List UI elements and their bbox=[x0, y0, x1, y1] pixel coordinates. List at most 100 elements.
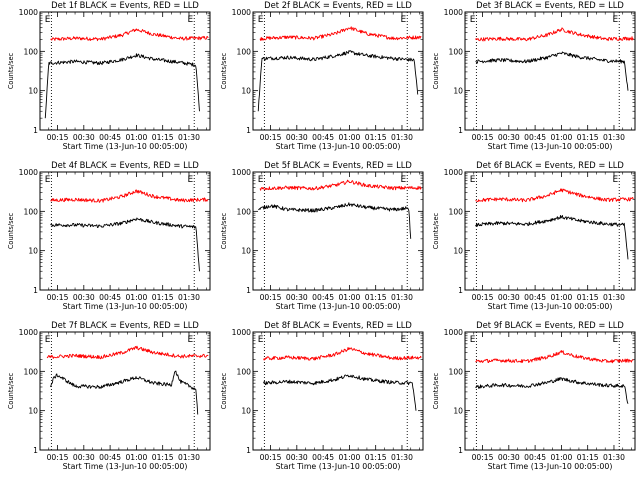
x-tick-label: 01:30 bbox=[178, 293, 200, 302]
panel-title: Det 8f BLACK = Events, RED = LLD bbox=[264, 320, 412, 330]
x-tick-label: 00:45 bbox=[524, 453, 546, 462]
y-tick-label: 1000 bbox=[444, 328, 463, 337]
y-tick-label: 1 bbox=[33, 446, 38, 455]
y-tick-label: 1 bbox=[246, 446, 251, 455]
y-axis-label: Counts/sec bbox=[7, 372, 15, 409]
event-marker-label: E bbox=[45, 335, 51, 345]
y-tick-label: 1000 bbox=[444, 8, 463, 17]
x-tick-label: 01:15 bbox=[365, 293, 387, 302]
x-tick-label: 00:30 bbox=[286, 133, 308, 142]
x-tick-label: 01:30 bbox=[391, 293, 413, 302]
y-tick-label: 1000 bbox=[19, 168, 38, 177]
events-series-line bbox=[257, 50, 419, 112]
y-tick-label: 100 bbox=[449, 207, 464, 216]
panel-title: Det 1f BLACK = Events, RED = LLD bbox=[51, 0, 199, 10]
plot-frame bbox=[39, 171, 211, 291]
plot-frame bbox=[464, 11, 636, 131]
event-marker-label: E bbox=[613, 175, 619, 185]
x-tick-label: 01:15 bbox=[152, 293, 174, 302]
y-axis-label: Counts/sec bbox=[432, 52, 440, 89]
lld-series-line bbox=[263, 346, 422, 361]
x-tick-label: 01:30 bbox=[603, 453, 625, 462]
x-axis-label: Start Time (13-Jun-10 00:05:00) bbox=[276, 142, 401, 151]
x-tick-label: 00:45 bbox=[312, 293, 334, 302]
x-tick-label: 00:45 bbox=[312, 453, 334, 462]
lld-series-line bbox=[50, 189, 209, 203]
x-tick-label: 00:30 bbox=[73, 453, 95, 462]
x-tick-label: 01:30 bbox=[391, 453, 413, 462]
lld-series-line bbox=[259, 179, 422, 191]
x-tick-label: 00:30 bbox=[498, 453, 520, 462]
x-tick-label: 01:00 bbox=[125, 133, 147, 142]
lld-series-line bbox=[475, 188, 634, 203]
y-axis-label: Counts/sec bbox=[7, 212, 15, 249]
y-tick-label: 1 bbox=[458, 126, 463, 135]
panel-1: Det 1f BLACK = Events, RED = LLD 1 10 100 10… bbox=[7, 0, 211, 151]
y-tick-label: 1000 bbox=[444, 168, 463, 177]
y-axis-label: Counts/sec bbox=[220, 212, 228, 249]
x-tick-label: 01:30 bbox=[603, 133, 625, 142]
plot-frame bbox=[464, 171, 636, 291]
y-tick-label: 1000 bbox=[232, 168, 251, 177]
x-tick-label: 01:15 bbox=[577, 133, 599, 142]
y-axis-label: Counts/sec bbox=[432, 212, 440, 249]
x-tick-label: 01:00 bbox=[338, 293, 360, 302]
events-series-line bbox=[475, 51, 629, 91]
y-axis-label: Counts/sec bbox=[7, 52, 15, 89]
events-series-line bbox=[50, 370, 199, 415]
y-tick-label: 10 bbox=[453, 87, 463, 96]
panel-title: Det 6f BLACK = Events, RED = LLD bbox=[476, 160, 624, 170]
panel-2: Det 2f BLACK = Events, RED = LLD 1 10 100 10… bbox=[220, 0, 424, 151]
plot-frame bbox=[252, 11, 424, 131]
panel-title: Det 3f BLACK = Events, RED = LLD bbox=[476, 0, 624, 10]
event-marker-label: E bbox=[613, 15, 619, 25]
y-tick-label: 10 bbox=[241, 87, 251, 96]
lld-series-line bbox=[475, 27, 634, 42]
x-tick-label: 00:45 bbox=[312, 133, 334, 142]
y-tick-label: 10 bbox=[28, 247, 38, 256]
event-marker-label: E bbox=[188, 335, 194, 345]
x-tick-label: 01:00 bbox=[125, 453, 147, 462]
y-tick-label: 100 bbox=[24, 207, 39, 216]
x-axis-label: Start Time (13-Jun-10 00:05:00) bbox=[276, 462, 401, 471]
x-tick-label: 01:15 bbox=[152, 133, 174, 142]
x-tick-label: 01:00 bbox=[550, 293, 572, 302]
y-tick-label: 1000 bbox=[19, 8, 38, 17]
x-tick-label: 00:45 bbox=[99, 293, 121, 302]
x-tick-label: 00:15 bbox=[47, 293, 69, 302]
plot-frame bbox=[252, 331, 424, 451]
panel-7: Det 7f BLACK = Events, RED = LLD 1 10 100 10… bbox=[7, 320, 211, 471]
event-marker-label: E bbox=[470, 335, 476, 345]
y-tick-label: 100 bbox=[237, 367, 252, 376]
y-axis-label: Counts/sec bbox=[432, 372, 440, 409]
y-tick-label: 10 bbox=[453, 407, 463, 416]
event-marker-label: E bbox=[258, 15, 264, 25]
plot-frame bbox=[464, 331, 636, 451]
event-marker-label: E bbox=[401, 175, 407, 185]
y-tick-label: 100 bbox=[24, 47, 39, 56]
panel-title: Det 2f BLACK = Events, RED = LLD bbox=[264, 0, 412, 10]
x-tick-label: 00:15 bbox=[47, 133, 69, 142]
x-tick-label: 00:15 bbox=[260, 453, 282, 462]
x-tick-label: 00:15 bbox=[260, 133, 282, 142]
x-tick-label: 01:00 bbox=[125, 293, 147, 302]
events-series-line bbox=[50, 217, 200, 272]
panel-5: Det 5f BLACK = Events, RED = LLD 1 10 100 10… bbox=[220, 160, 424, 311]
x-tick-label: 01:00 bbox=[338, 133, 360, 142]
y-tick-label: 1 bbox=[246, 126, 251, 135]
x-tick-label: 00:45 bbox=[524, 293, 546, 302]
y-tick-label: 1000 bbox=[232, 328, 251, 337]
x-tick-label: 00:30 bbox=[498, 293, 520, 302]
y-tick-label: 100 bbox=[449, 47, 464, 56]
event-marker-label: E bbox=[45, 175, 51, 185]
panel-6: Det 6f BLACK = Events, RED = LLD 1 10 100 10… bbox=[432, 160, 636, 311]
event-marker-label: E bbox=[613, 335, 619, 345]
y-tick-label: 1000 bbox=[232, 8, 251, 17]
events-series-line bbox=[258, 202, 412, 239]
y-axis-label: Counts/sec bbox=[220, 52, 228, 89]
event-marker-label: E bbox=[188, 175, 194, 185]
y-tick-label: 10 bbox=[28, 407, 38, 416]
y-tick-label: 100 bbox=[449, 367, 464, 376]
x-tick-label: 01:15 bbox=[365, 453, 387, 462]
